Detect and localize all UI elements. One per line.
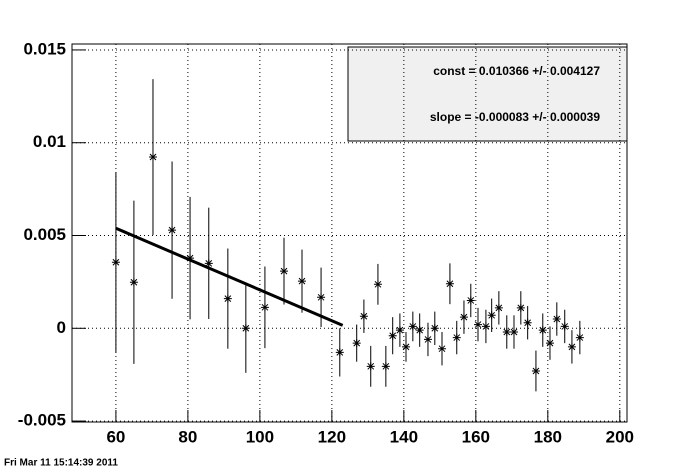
marker — [129, 278, 138, 287]
x-tick-label: 80 — [178, 427, 197, 446]
x-tick-label: 120 — [318, 427, 346, 446]
marker — [567, 342, 576, 351]
marker — [186, 254, 195, 263]
marker — [241, 324, 250, 333]
marker — [538, 326, 547, 335]
marker — [438, 344, 446, 353]
marker — [204, 259, 213, 268]
x-tick-label: 200 — [606, 427, 634, 446]
marker — [223, 294, 232, 303]
marker — [402, 342, 411, 351]
x-tick-label: 140 — [390, 427, 418, 446]
marker — [452, 333, 461, 342]
marker — [423, 335, 432, 344]
marker — [487, 311, 496, 320]
marker — [395, 326, 404, 335]
marker — [260, 303, 269, 312]
marker — [481, 322, 490, 331]
marker — [430, 324, 439, 333]
marker — [359, 312, 368, 321]
x-tick-label: 100 — [246, 427, 274, 446]
marker — [494, 303, 503, 312]
y-tick-label: 0.005 — [23, 225, 66, 244]
fit-line — [115, 226, 344, 327]
y-tick-label: 0.015 — [23, 39, 66, 58]
marker — [279, 267, 288, 276]
marker — [335, 348, 344, 357]
marker — [352, 339, 361, 348]
marker — [516, 303, 525, 312]
marker — [459, 313, 468, 322]
timestamp: Fri Mar 11 15:14:39 2011 — [4, 458, 118, 469]
x-tick-label: 160 — [462, 427, 490, 446]
marker — [297, 277, 306, 286]
marker — [466, 296, 475, 305]
marker — [552, 315, 561, 324]
marker — [415, 326, 424, 335]
marker — [502, 328, 511, 336]
marker — [408, 322, 417, 331]
x-tick-label: 180 — [534, 427, 562, 446]
marker — [381, 362, 390, 371]
marker — [445, 279, 454, 288]
marker — [545, 339, 554, 348]
plot-frame — [71, 43, 628, 423]
fit-const: const = 0.010366 +/- 0.004127 — [433, 64, 600, 78]
marker — [317, 293, 326, 302]
marker — [473, 320, 482, 329]
marker — [531, 366, 540, 375]
fit-slope: slope = -0.000083 +/- 0.000039 — [430, 110, 600, 124]
marker — [373, 280, 382, 289]
marker — [168, 226, 177, 235]
marker — [560, 322, 569, 331]
marker — [523, 318, 532, 327]
y-tick-label: 0.01 — [33, 132, 66, 151]
y-tick-label: 0 — [57, 318, 66, 337]
marker — [148, 153, 157, 162]
marker — [575, 333, 584, 342]
marker — [366, 362, 375, 371]
x-tick-label: 60 — [106, 427, 125, 446]
stats-box — [347, 46, 628, 142]
marker — [509, 328, 518, 336]
marker — [388, 331, 397, 340]
y-tick-label: -0.005 — [18, 411, 66, 430]
marker — [111, 258, 120, 267]
